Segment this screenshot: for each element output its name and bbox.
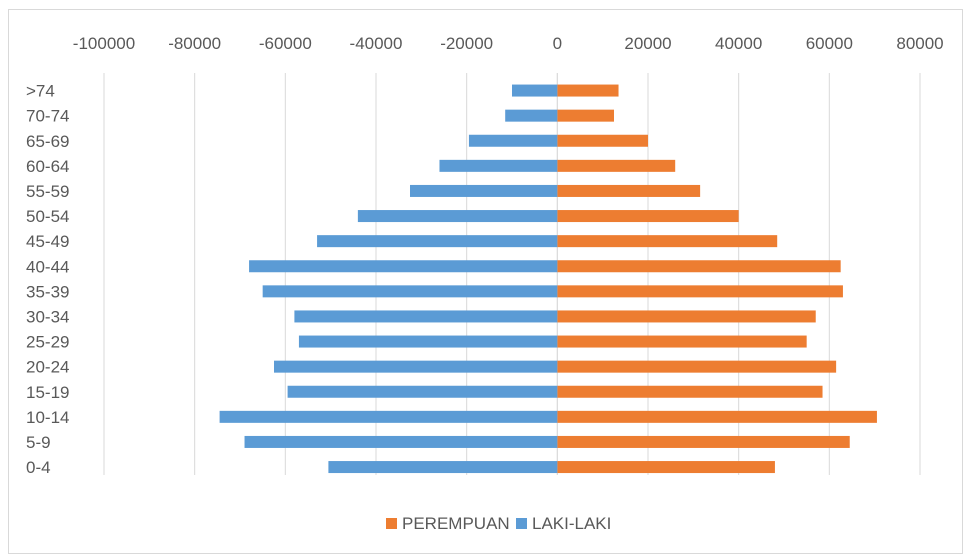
bar-perempuan-20-24: [557, 360, 837, 373]
bar-laki-laki-40-44: [249, 260, 558, 273]
bar-perempuan-10-14: [557, 410, 877, 423]
bar-perempuan-30-34: [557, 310, 816, 323]
bar-laki-laki-65-69: [468, 134, 558, 147]
y-tick-label: 10-14: [26, 408, 69, 427]
y-tick-label: 60-64: [26, 157, 69, 176]
bar-laki-laki-55-59: [410, 184, 558, 197]
y-tick-labels: 0-4 5-9 10-14 15-19 20-24 25-29 30-34 35-39 40-4…: [26, 82, 69, 477]
bar-perempuan-25-29: [557, 335, 807, 348]
legend-label-perempuan: PEREMPUAN: [402, 514, 510, 533]
bar-laki-laki-45-49: [317, 235, 558, 248]
bar-perempuan-15-19: [557, 385, 823, 398]
x-tick-label: -40000: [350, 34, 403, 53]
y-tick-label: 25-29: [26, 333, 69, 352]
bars: [219, 84, 877, 474]
y-tick-label: 20-24: [26, 358, 69, 377]
x-tick-label: -100000: [73, 34, 135, 53]
bar-laki-laki-35-39: [262, 285, 558, 298]
y-tick-label: 45-49: [26, 232, 69, 251]
x-tick-label: -60000: [259, 34, 312, 53]
bar-laki-laki-70-74: [505, 109, 558, 122]
y-tick-label: 70-74: [26, 107, 69, 126]
y-tick-label: 65-69: [26, 132, 69, 151]
bar-laki-laki-10-14: [219, 410, 558, 423]
legend-swatch-laki-laki: [516, 518, 527, 529]
x-tick-labels: -100000 -80000 -60000 -40000 -20000 0 20000 400…: [73, 34, 944, 53]
y-tick-label: 40-44: [26, 257, 69, 276]
bar-laki-laki-25-29: [298, 335, 558, 348]
bar-laki-laki-60-64: [439, 159, 558, 172]
bar-laki-laki-50-54: [357, 210, 558, 223]
bar-laki-laki->74: [512, 84, 558, 97]
x-tick-label: -20000: [440, 34, 493, 53]
bar-perempuan-55-59: [557, 184, 701, 197]
x-tick-label: 60000: [806, 34, 853, 53]
x-tick-label: 80000: [896, 34, 943, 53]
bar-perempuan->74: [557, 84, 619, 97]
bar-perempuan-5-9: [557, 435, 850, 448]
x-tick-label: 20000: [624, 34, 671, 53]
y-tick-label: 5-9: [26, 433, 51, 452]
bar-laki-laki-20-24: [274, 360, 558, 373]
y-tick-label: 15-19: [26, 383, 69, 402]
bar-perempuan-65-69: [557, 134, 648, 147]
legend-label-laki-laki: LAKI-LAKI: [532, 514, 611, 533]
x-tick-label: -80000: [168, 34, 221, 53]
bar-perempuan-40-44: [557, 260, 841, 273]
bar-perempuan-45-49: [557, 235, 778, 248]
bar-perempuan-50-54: [557, 210, 739, 223]
y-tick-label: 35-39: [26, 282, 69, 301]
bar-perempuan-60-64: [557, 159, 676, 172]
y-tick-label: 30-34: [26, 307, 69, 326]
y-tick-label: 50-54: [26, 207, 69, 226]
gridlines: [103, 73, 921, 475]
bar-perempuan-35-39: [557, 285, 843, 298]
bar-laki-laki-5-9: [244, 435, 558, 448]
legend-swatch-perempuan: [386, 518, 397, 529]
bar-perempuan-70-74: [557, 109, 614, 122]
bar-laki-laki-30-34: [294, 310, 558, 323]
x-tick-label: 0: [553, 34, 562, 53]
legend: PEREMPUAN LAKI-LAKI: [386, 514, 611, 533]
bar-laki-laki-0-4: [328, 461, 558, 474]
x-tick-label: 40000: [715, 34, 762, 53]
y-tick-label: >74: [26, 82, 55, 101]
bar-perempuan-0-4: [557, 461, 775, 474]
y-tick-label: 55-59: [26, 182, 69, 201]
y-tick-label: 0-4: [26, 458, 51, 477]
bar-laki-laki-15-19: [287, 385, 558, 398]
